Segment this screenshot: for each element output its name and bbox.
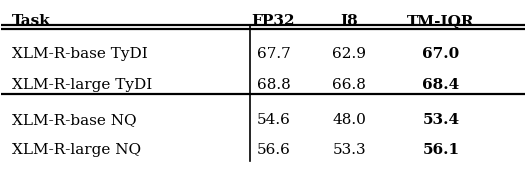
Text: XLM-R-base TyDI: XLM-R-base TyDI xyxy=(12,48,148,61)
Text: 66.8: 66.8 xyxy=(332,78,366,92)
Text: Task: Task xyxy=(12,14,50,28)
Text: 62.9: 62.9 xyxy=(332,48,366,61)
Text: FP32: FP32 xyxy=(252,14,295,28)
Text: 48.0: 48.0 xyxy=(332,113,366,127)
Text: XLM-R-base NQ: XLM-R-base NQ xyxy=(12,113,136,127)
Text: XLM-R-large NQ: XLM-R-large NQ xyxy=(12,143,141,157)
Text: 67.7: 67.7 xyxy=(257,48,290,61)
Text: XLM-R-large TyDI: XLM-R-large TyDI xyxy=(12,78,152,92)
Text: 56.6: 56.6 xyxy=(257,143,290,157)
Text: 53.4: 53.4 xyxy=(422,113,459,127)
Text: 56.1: 56.1 xyxy=(422,143,459,157)
Text: 67.0: 67.0 xyxy=(422,48,460,61)
Text: 68.4: 68.4 xyxy=(422,78,460,92)
Text: 53.3: 53.3 xyxy=(332,143,366,157)
Text: 68.8: 68.8 xyxy=(257,78,290,92)
Text: TM-IQR: TM-IQR xyxy=(407,14,474,28)
Text: I8: I8 xyxy=(340,14,358,28)
Text: 54.6: 54.6 xyxy=(257,113,290,127)
